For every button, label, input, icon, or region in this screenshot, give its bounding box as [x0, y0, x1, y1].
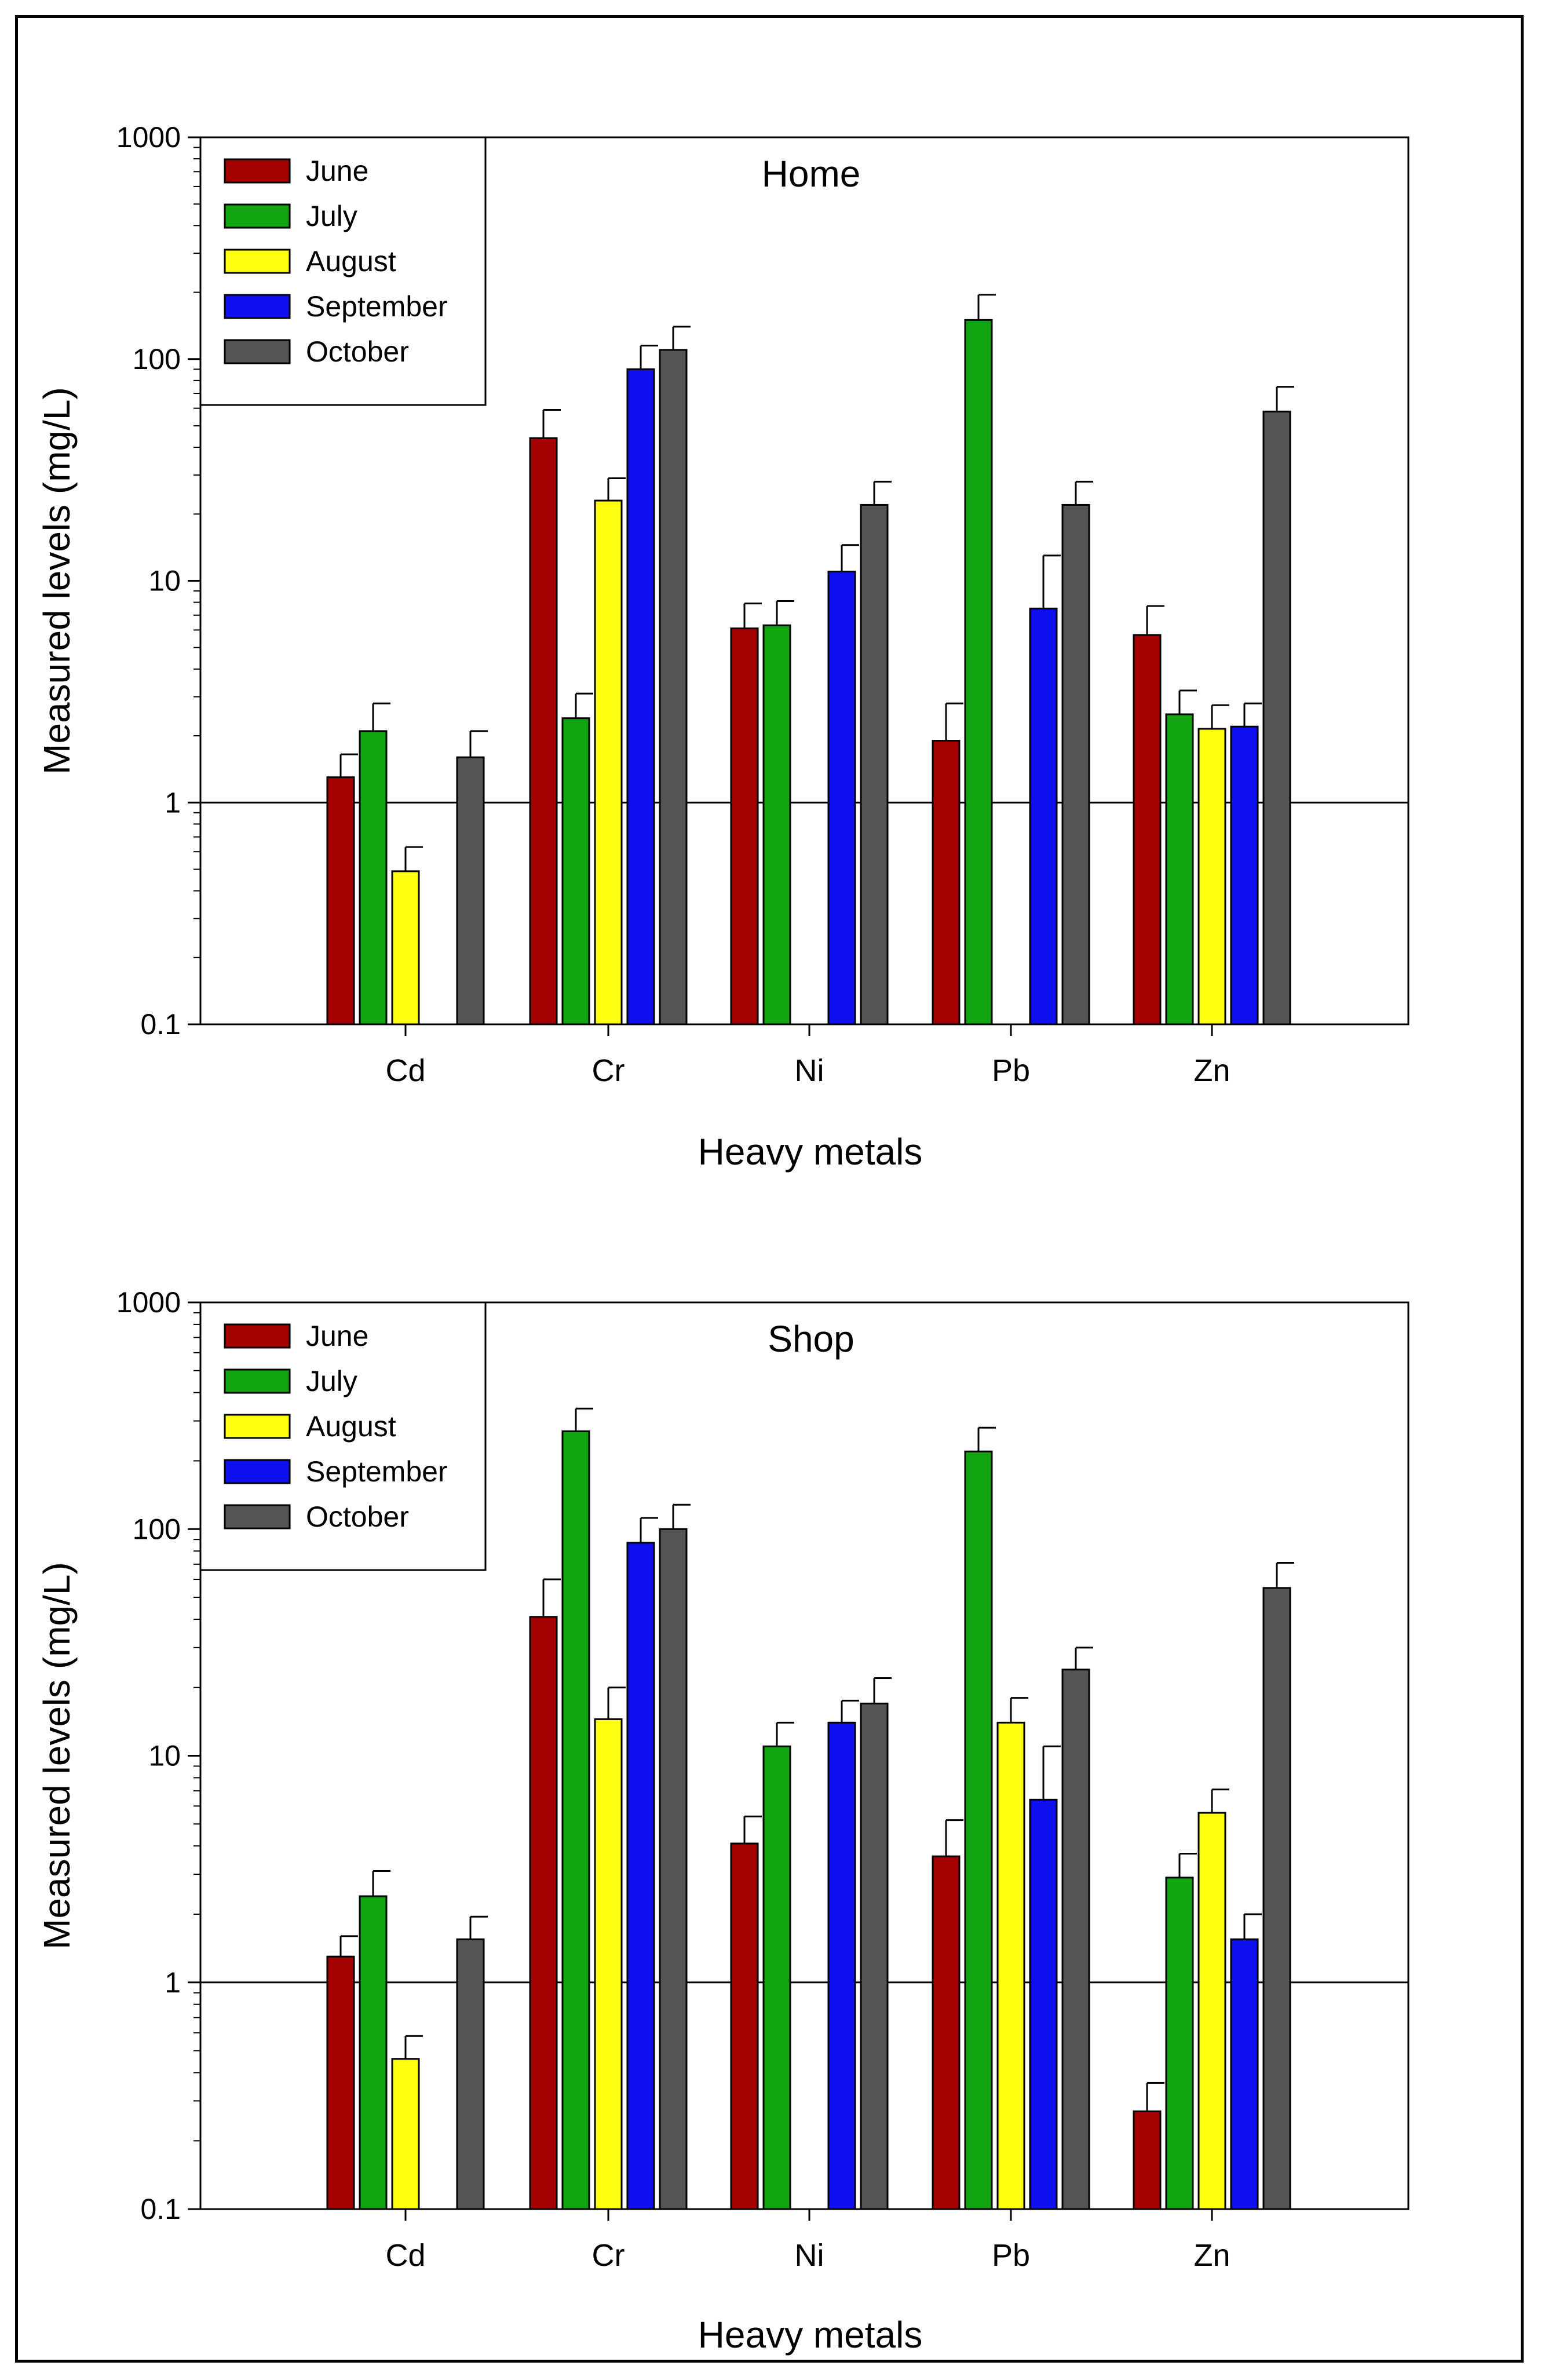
bar-cr-july: [561, 1430, 590, 2210]
legend-label-october: October: [306, 335, 409, 368]
bar-pb-august: [996, 1721, 1025, 2210]
x-axis-title: Heavy metals: [698, 1131, 923, 1173]
chart-title: Shop: [768, 1318, 854, 1360]
y-tick-label: 100: [133, 343, 181, 375]
bar-cr-june: [529, 437, 558, 1025]
legend-label-september: September: [306, 290, 448, 323]
y-tick-label: 1000: [116, 121, 181, 154]
legend-label-october: October: [306, 1501, 409, 1533]
bar-ni-october: [860, 503, 889, 1025]
bar-cr-august: [594, 499, 623, 1025]
bar-pb-july: [964, 1450, 993, 2210]
bar-zn-october: [1262, 1587, 1291, 2210]
bar-cd-june: [326, 776, 355, 1025]
legend-label-july: July: [306, 200, 357, 232]
bar-pb-june: [932, 1855, 961, 2210]
bar-pb-october: [1061, 503, 1090, 1025]
bar-zn-september: [1230, 1938, 1259, 2210]
legend-label-june: June: [306, 155, 368, 187]
legend-swatch-june: [224, 1323, 291, 1349]
legend-swatch-september: [224, 294, 291, 319]
y-tick-label: 10: [148, 565, 181, 597]
x-tick-label-cr: Cr: [592, 1053, 625, 1088]
legend-swatch-october: [224, 339, 291, 364]
y-tick-label: 1000: [116, 1286, 181, 1319]
x-tick-label-ni: Ni: [795, 1053, 824, 1088]
bar-cr-september: [626, 368, 655, 1025]
bar-cd-august: [391, 2058, 420, 2210]
legend: June July August September October: [199, 136, 487, 406]
bar-cr-september: [626, 1542, 655, 2210]
bar-zn-july: [1165, 713, 1194, 1025]
legend-label-august: August: [306, 245, 396, 278]
y-tick-label: 10: [148, 1740, 181, 1772]
bar-cr-august: [594, 1718, 623, 2210]
bar-cd-july: [359, 1895, 388, 2210]
x-tick-label-zn: Zn: [1193, 2238, 1230, 2273]
chart-panel-home: 0.1 1 10 100 1000 Cd Cr Ni Pb Zn Heavy metals Measu…: [36, 121, 1409, 1173]
y-tick-label: 100: [133, 1513, 181, 1545]
bar-cr-july: [561, 717, 590, 1025]
legend-swatch-july: [224, 203, 291, 229]
x-tick-label-pb: Pb: [992, 1053, 1030, 1088]
y-tick-label: 1: [165, 1966, 181, 1999]
y-tick-label: 0.1: [140, 1008, 181, 1041]
y-axis-title: Measured levels (mg/L): [36, 387, 78, 775]
legend-swatch-october: [224, 1504, 291, 1530]
x-tick-label-cd: Cd: [385, 1053, 425, 1088]
bar-cr-october: [659, 1528, 688, 2210]
legend-label-june: June: [306, 1320, 368, 1352]
bar-pb-september: [1029, 1798, 1058, 2210]
bar-zn-october: [1262, 410, 1291, 1025]
bar-cd-october: [456, 756, 485, 1025]
bar-cd-august: [391, 870, 420, 1025]
bar-zn-august: [1197, 728, 1226, 1025]
legend-swatch-august: [224, 1414, 291, 1439]
bar-ni-june: [730, 627, 759, 1025]
bar-ni-october: [860, 1702, 889, 2210]
x-tick-label-ni: Ni: [795, 2238, 824, 2273]
y-axis-title: Measured levels (mg/L): [36, 1562, 78, 1950]
legend-label-september: September: [306, 1455, 448, 1488]
x-axis-title: Heavy metals: [698, 2314, 923, 2356]
bar-ni-september: [827, 1721, 856, 2210]
bar-zn-july: [1165, 1877, 1194, 2210]
legend-label-august: August: [306, 1410, 396, 1443]
chart-title: Home: [762, 153, 861, 195]
bar-cr-october: [659, 349, 688, 1025]
bar-zn-august: [1197, 1812, 1226, 2210]
legend-swatch-september: [224, 1459, 291, 1484]
chart-panel-shop: 0.1 1 10 100 1000 Cd Cr Ni Pb Zn Heavy metals Measu…: [36, 1286, 1409, 2356]
bar-cd-june: [326, 1955, 355, 2210]
bar-ni-june: [730, 1842, 759, 2210]
bar-zn-september: [1230, 725, 1259, 1025]
bar-cr-june: [529, 1616, 558, 2210]
bar-pb-june: [932, 740, 961, 1025]
bar-cd-october: [456, 1938, 485, 2210]
bar-zn-june: [1133, 2110, 1162, 2210]
bar-pb-july: [964, 319, 993, 1025]
bar-pb-october: [1061, 1669, 1090, 2210]
bar-ni-september: [827, 571, 856, 1025]
bar-ni-july: [762, 1745, 791, 2210]
legend: June July August September October: [199, 1301, 487, 1571]
y-tick-label: 1: [165, 786, 181, 819]
legend-swatch-june: [224, 158, 291, 184]
y-tick-label: 0.1: [140, 2193, 181, 2225]
bar-ni-july: [762, 624, 791, 1025]
legend-swatch-july: [224, 1368, 291, 1394]
legend-swatch-august: [224, 249, 291, 274]
x-tick-label-pb: Pb: [992, 2238, 1030, 2273]
bar-cd-july: [359, 730, 388, 1025]
x-tick-label-cd: Cd: [385, 2238, 425, 2273]
x-tick-label-zn: Zn: [1193, 1053, 1230, 1088]
bar-zn-june: [1133, 634, 1162, 1025]
legend-label-july: July: [306, 1365, 357, 1397]
x-tick-label-cr: Cr: [592, 2238, 625, 2273]
bar-pb-september: [1029, 607, 1058, 1025]
